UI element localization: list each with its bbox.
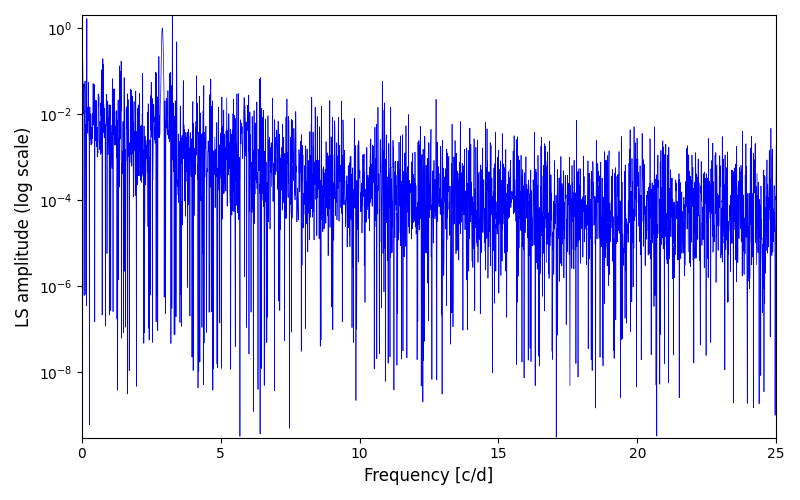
Y-axis label: LS amplitude (log scale): LS amplitude (log scale) — [15, 126, 33, 326]
X-axis label: Frequency [c/d]: Frequency [c/d] — [364, 467, 494, 485]
